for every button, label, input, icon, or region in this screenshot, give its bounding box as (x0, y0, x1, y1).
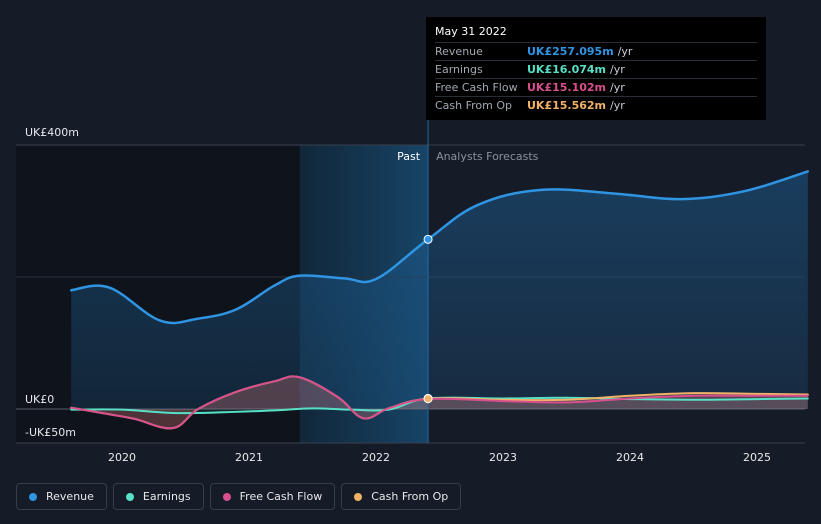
legend-item-earnings[interactable]: Earnings (112, 483, 204, 510)
tooltip-unit: /yr (610, 81, 625, 94)
series-areas (71, 171, 808, 429)
x-tick-label: 2021 (235, 451, 263, 464)
tooltip-value: UK£15.562m (527, 99, 607, 112)
tooltip-unit: /yr (610, 99, 625, 112)
tooltip-unit: /yr (617, 45, 633, 58)
forecast-label: Analysts Forecasts (436, 150, 539, 163)
today-markers (423, 234, 433, 404)
tooltip: May 31 2022 Revenue UK£257.095m /yr Earn… (426, 17, 766, 120)
revenue-line (69, 170, 810, 325)
legend-label: Revenue (46, 490, 94, 503)
legend-label: Earnings (142, 490, 191, 503)
legend-item-cash-from-op[interactable]: Cash From Op (341, 483, 462, 510)
legend-label: Cash From Op (371, 490, 449, 503)
tooltip-value: UK£15.102m (527, 81, 607, 94)
legend-label: Free Cash Flow (239, 490, 323, 503)
x-tick-label: 2024 (616, 451, 644, 464)
cash-from-op-point (423, 394, 433, 404)
tooltip-row-revenue: Revenue UK£257.095m /yr (435, 42, 757, 60)
tooltip-label: Revenue (435, 45, 483, 58)
earnings-area (71, 397, 808, 414)
y-tick-label: UK£400m (25, 126, 79, 139)
past-label: Past (397, 150, 421, 163)
cash-from-op-area (71, 376, 808, 429)
legend-item-free-cash-flow[interactable]: Free Cash Flow (209, 483, 336, 510)
y-tick-label: UK£0 (25, 393, 54, 406)
tooltip-label: Cash From Op (435, 99, 513, 112)
x-tick-label: 2022 (362, 451, 390, 464)
earnings-line (70, 396, 809, 415)
x-tick-label: 2020 (108, 451, 136, 464)
tooltip-value: UK£257.095m (527, 45, 614, 58)
revenue-point (423, 234, 433, 244)
tooltip-row-free-cash-flow: Free Cash Flow UK£15.102m /yr (435, 78, 757, 96)
legend-item-revenue[interactable]: Revenue (16, 483, 107, 510)
legend-dot-icon (354, 492, 363, 501)
legend: Revenue Earnings Free Cash Flow Cash Fro… (16, 483, 462, 510)
tooltip-date: May 31 2022 (435, 25, 507, 38)
tooltip-row-cash-from-op: Cash From Op UK£15.562m /yr (435, 96, 757, 114)
tooltip-value: UK£16.074m (527, 63, 607, 76)
legend-dot-icon (125, 492, 134, 501)
x-tick-label: 2023 (489, 451, 517, 464)
y-axis-labels: UK£400m UK£0 -UK£50m (25, 126, 79, 439)
tooltip-label: Earnings (435, 63, 483, 76)
x-axis-labels: 2020 2021 2022 2023 2024 2025 (108, 451, 771, 464)
revenue-area (71, 171, 808, 409)
y-tick-label: -UK£50m (25, 426, 76, 439)
free-cash-flow-line (70, 375, 809, 430)
legend-dot-icon (29, 492, 37, 501)
series-lines (69, 170, 810, 430)
tooltip-unit: /yr (610, 63, 625, 76)
free-cash-flow-area (71, 376, 808, 429)
legend-dot-icon (222, 492, 231, 501)
tooltip-label: Free Cash Flow (435, 81, 518, 94)
tooltip-row-earnings: Earnings UK£16.074m /yr (435, 60, 757, 78)
x-tick-label: 2025 (743, 451, 771, 464)
